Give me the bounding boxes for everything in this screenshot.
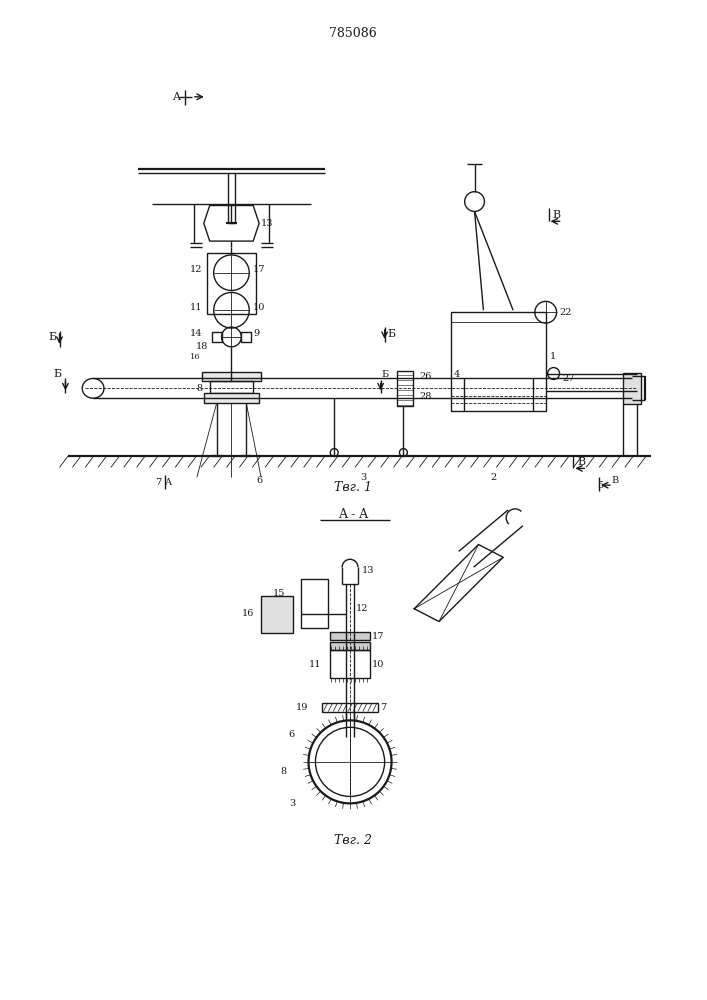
Text: 17: 17 bbox=[253, 265, 266, 274]
Text: 13: 13 bbox=[362, 566, 375, 575]
Text: 9: 9 bbox=[253, 329, 259, 338]
Text: 28: 28 bbox=[419, 392, 431, 401]
Text: 10: 10 bbox=[372, 660, 384, 669]
Text: 11: 11 bbox=[190, 303, 202, 312]
Text: 8: 8 bbox=[196, 384, 202, 393]
Text: 785086: 785086 bbox=[329, 27, 377, 40]
Text: Б: Б bbox=[387, 329, 396, 339]
Text: 22: 22 bbox=[559, 308, 572, 317]
Bar bbox=[201, 372, 261, 381]
Text: 1: 1 bbox=[549, 352, 556, 361]
Text: 27: 27 bbox=[563, 374, 575, 383]
Text: B: B bbox=[611, 476, 618, 485]
Text: A: A bbox=[164, 478, 171, 487]
Text: 14: 14 bbox=[190, 329, 202, 338]
Text: 8: 8 bbox=[281, 767, 287, 776]
Text: Τвг. 1: Τвг. 1 bbox=[334, 481, 372, 494]
Text: 19: 19 bbox=[296, 703, 308, 712]
Bar bbox=[451, 312, 546, 411]
Bar bbox=[206, 253, 256, 314]
Text: 6: 6 bbox=[288, 730, 295, 739]
Text: A: A bbox=[173, 92, 180, 102]
Text: 2: 2 bbox=[491, 473, 496, 482]
Text: 3: 3 bbox=[360, 473, 366, 482]
Text: Τвг. 2: Τвг. 2 bbox=[334, 834, 372, 847]
Text: 16: 16 bbox=[190, 353, 201, 361]
Text: 4: 4 bbox=[454, 370, 460, 379]
Text: Б: Б bbox=[382, 370, 389, 379]
Text: 10: 10 bbox=[253, 303, 266, 312]
Text: 16: 16 bbox=[241, 609, 254, 618]
Text: 15: 15 bbox=[273, 589, 286, 598]
Bar bbox=[241, 332, 251, 342]
Text: 7: 7 bbox=[380, 703, 386, 712]
Text: B: B bbox=[553, 210, 561, 220]
Bar bbox=[300, 579, 328, 628]
Bar bbox=[330, 642, 370, 650]
Text: 3: 3 bbox=[288, 799, 295, 808]
Text: Б: Б bbox=[54, 369, 62, 379]
Bar bbox=[330, 650, 370, 678]
Bar bbox=[204, 393, 259, 403]
Bar bbox=[322, 703, 378, 712]
Text: 6: 6 bbox=[256, 476, 262, 485]
Bar bbox=[330, 632, 370, 640]
Bar bbox=[261, 596, 293, 633]
Text: 7: 7 bbox=[156, 478, 162, 487]
Text: A - A: A - A bbox=[338, 508, 368, 521]
Text: 13: 13 bbox=[261, 219, 274, 228]
Text: 12: 12 bbox=[356, 604, 368, 613]
Text: 17: 17 bbox=[372, 632, 385, 641]
Text: 26: 26 bbox=[419, 372, 431, 381]
Bar bbox=[397, 371, 414, 406]
Text: B: B bbox=[578, 457, 585, 467]
Text: Б: Б bbox=[48, 332, 57, 342]
Text: 5: 5 bbox=[597, 481, 603, 490]
Text: 11: 11 bbox=[308, 660, 321, 669]
Text: 12: 12 bbox=[190, 265, 202, 274]
Bar bbox=[211, 332, 221, 342]
Text: 18: 18 bbox=[196, 342, 209, 351]
Bar bbox=[210, 381, 253, 393]
Bar bbox=[623, 373, 641, 404]
